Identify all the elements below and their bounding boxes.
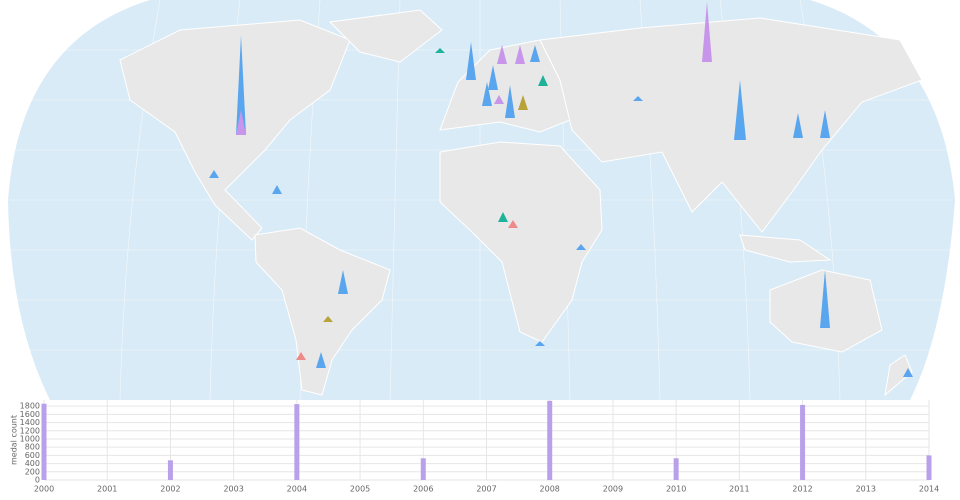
medal-spikes bbox=[209, 2, 913, 377]
bar bbox=[800, 404, 806, 480]
x-tick-label: 2007 bbox=[476, 485, 496, 494]
x-tick-label: 2011 bbox=[729, 485, 749, 494]
x-tick-label: 2006 bbox=[413, 485, 433, 494]
bar bbox=[547, 400, 553, 480]
y-tick-label: 0 bbox=[35, 476, 40, 485]
x-tick-label: 2005 bbox=[350, 485, 370, 494]
bar bbox=[41, 403, 47, 480]
bar bbox=[167, 460, 173, 480]
y-tick-label: 1600 bbox=[20, 410, 40, 419]
x-tick-label: 2000 bbox=[34, 485, 54, 494]
bar bbox=[420, 458, 426, 480]
bar bbox=[673, 458, 679, 480]
x-tick-label: 2010 bbox=[666, 485, 686, 494]
y-tick-label: 600 bbox=[25, 451, 40, 460]
x-tick-label: 2013 bbox=[856, 485, 876, 494]
y-tick-label: 200 bbox=[25, 467, 40, 476]
bar bbox=[294, 404, 300, 480]
map bbox=[8, 0, 955, 401]
bar bbox=[926, 455, 932, 480]
y-tick-label: 1000 bbox=[20, 434, 40, 443]
x-tick-label: 2004 bbox=[287, 485, 307, 494]
y-tick-label: 800 bbox=[25, 443, 40, 452]
x-tick-label: 2009 bbox=[603, 485, 623, 494]
y-tick-label: 400 bbox=[25, 459, 40, 468]
y-tick-label: 1800 bbox=[20, 402, 40, 411]
y-tick-label: 1400 bbox=[20, 418, 40, 427]
land bbox=[119, 9, 923, 397]
x-tick-label: 2001 bbox=[97, 485, 117, 494]
y-tick-label: 1200 bbox=[20, 426, 40, 435]
x-tick-label: 2002 bbox=[160, 485, 180, 494]
x-tick-label: 2012 bbox=[792, 485, 812, 494]
x-tick-label: 2003 bbox=[223, 485, 243, 494]
x-tick-label: 2008 bbox=[540, 485, 560, 494]
x-tick-label: 2014 bbox=[919, 485, 939, 494]
y-axis-label: medal count bbox=[10, 415, 19, 465]
medal-chart: medal count 0200400600800100012001400160… bbox=[10, 400, 939, 494]
